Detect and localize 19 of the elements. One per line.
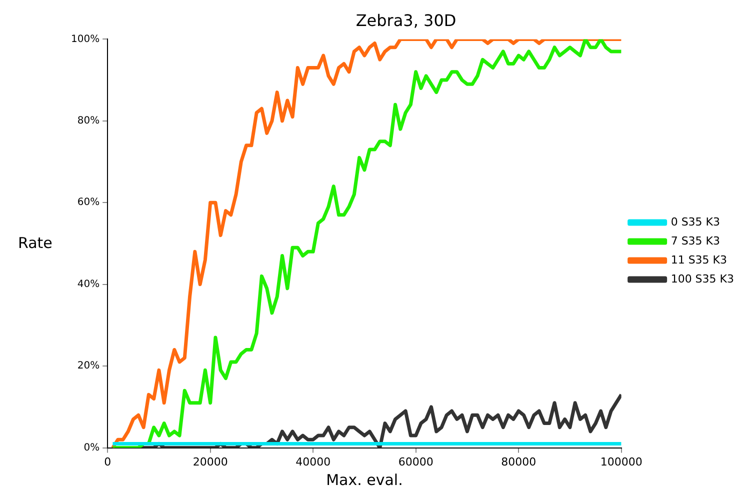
x-tick-label: 60000 bbox=[398, 455, 434, 468]
y-tick-label: 20% bbox=[77, 360, 100, 372]
y-tick-label: 60% bbox=[77, 197, 100, 208]
y-tick-label: 0% bbox=[84, 442, 100, 454]
x-tick-label: 80000 bbox=[501, 455, 536, 468]
legend-label: 0 S35 K3 bbox=[670, 215, 720, 228]
x-tick-label: 100000 bbox=[600, 455, 642, 468]
y-axis-title: Rate bbox=[18, 234, 52, 252]
x-tick-label: 40000 bbox=[296, 455, 331, 468]
legend-label: 7 S35 K3 bbox=[670, 234, 720, 248]
x-tick-label: 0 bbox=[104, 455, 112, 468]
x-axis-title: Max. eval. bbox=[326, 470, 403, 489]
chart-title: Zebra3, 30D bbox=[356, 10, 456, 30]
y-tick-label: 40% bbox=[77, 278, 100, 290]
legend-label: 11 S35 K3 bbox=[670, 253, 728, 266]
x-tick-label: 20000 bbox=[192, 455, 228, 468]
legend-label: 100 S35 K3 bbox=[670, 272, 734, 286]
y-tick-label: 100% bbox=[70, 34, 100, 45]
y-tick-label: 80% bbox=[77, 116, 100, 127]
